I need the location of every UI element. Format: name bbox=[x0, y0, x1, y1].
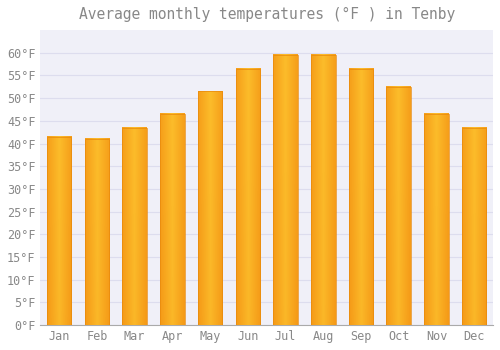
Bar bbox=[236, 69, 260, 325]
Bar bbox=[348, 69, 374, 325]
Title: Average monthly temperatures (°F ) in Tenby: Average monthly temperatures (°F ) in Te… bbox=[78, 7, 455, 22]
Bar bbox=[424, 114, 448, 325]
Bar bbox=[274, 55, 298, 325]
Bar bbox=[386, 87, 411, 325]
Bar bbox=[198, 91, 222, 325]
Bar bbox=[84, 139, 109, 325]
Bar bbox=[462, 128, 486, 325]
Bar bbox=[122, 128, 147, 325]
Bar bbox=[160, 114, 184, 325]
Bar bbox=[47, 137, 72, 325]
Bar bbox=[311, 55, 336, 325]
